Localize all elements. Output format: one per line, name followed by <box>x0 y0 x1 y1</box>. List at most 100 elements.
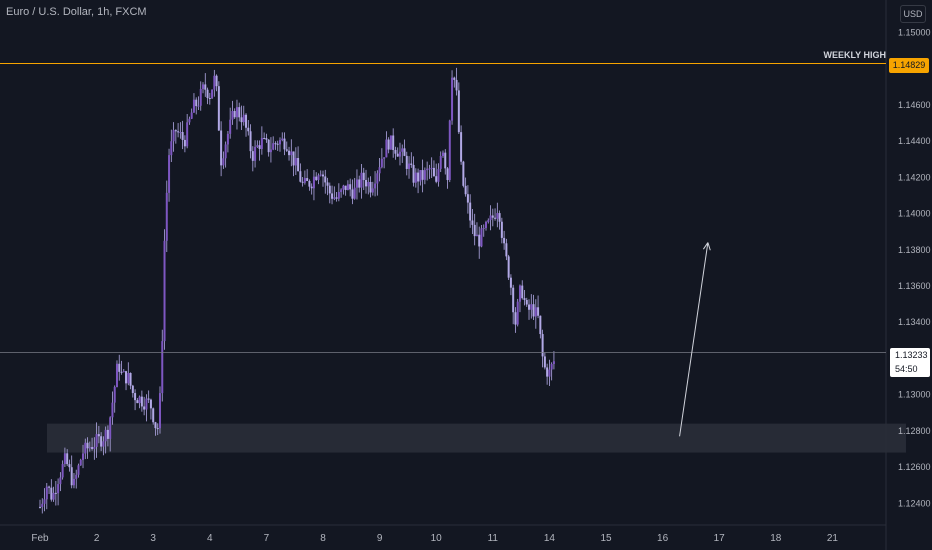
candle-body-214 <box>523 298 526 300</box>
candle-body-35 <box>118 363 121 372</box>
candle-body-28 <box>102 441 105 447</box>
candle-body-200 <box>491 215 494 218</box>
candle-body-3 <box>45 486 48 500</box>
candle-body-206 <box>505 243 508 257</box>
time-axis[interactable]: Feb 2 3 4 7 8 9 10 11 14 15 16 17 18 21 <box>31 533 838 544</box>
candle-body-207 <box>507 256 510 278</box>
candle-body-16 <box>75 474 78 479</box>
candle-body-85 <box>231 111 234 120</box>
time-tick-label-13: 18 <box>770 533 782 544</box>
candle-body-18 <box>79 459 82 466</box>
price-tick-label-1: 1.14600 <box>898 100 931 110</box>
time-tick-label-4: 7 <box>264 533 270 544</box>
price-tick-label-7: 1.13400 <box>898 317 931 327</box>
candle-body-145 <box>367 181 370 187</box>
candle-body-225 <box>548 369 551 377</box>
candle-body-15 <box>72 478 75 486</box>
candle-body-221 <box>539 315 542 335</box>
currency-button[interactable]: USD <box>900 5 926 23</box>
candle-body-171 <box>426 168 429 171</box>
candle-body-51 <box>154 422 157 429</box>
candle-body-88 <box>238 107 241 118</box>
candle-body-71 <box>199 88 202 106</box>
candle-body-121 <box>312 176 315 189</box>
candle-body-127 <box>326 182 329 186</box>
candle-body-29 <box>104 429 107 442</box>
projection-arrow[interactable] <box>679 242 711 437</box>
candle-body-23 <box>91 447 94 449</box>
candle-body-138 <box>351 189 354 199</box>
candle-body-204 <box>500 221 503 238</box>
candle-body-194 <box>478 234 481 247</box>
candle-body-151 <box>380 158 383 168</box>
candle-body-64 <box>183 139 186 147</box>
candle-body-86 <box>233 111 236 118</box>
candle-body-73 <box>204 84 207 90</box>
candle-body-41 <box>131 385 134 394</box>
price-tick-label-11: 1.12400 <box>898 498 931 508</box>
candle-body-227 <box>552 361 555 365</box>
candle-body-87 <box>235 107 238 118</box>
time-tick-label-6: 9 <box>377 533 383 544</box>
candle-body-192 <box>473 224 476 237</box>
candle-body-25 <box>95 434 98 447</box>
candle-body-188 <box>464 185 467 195</box>
candle-body-40 <box>129 372 132 386</box>
candle-body-166 <box>414 172 417 183</box>
candle-body-83 <box>226 133 229 145</box>
candle-body-193 <box>475 234 478 237</box>
candle-body-53 <box>158 393 161 429</box>
candle-body-89 <box>240 117 243 123</box>
candle-body-226 <box>550 364 553 370</box>
candle-body-195 <box>480 228 483 247</box>
price-axis[interactable]: 1.15000 1.14600 1.14400 1.14200 1.14000 1.138… <box>898 28 931 509</box>
candle-body-150 <box>378 167 381 174</box>
candle-body-95 <box>254 146 257 161</box>
candle-body-60 <box>174 130 177 132</box>
candle-body-115 <box>299 171 302 182</box>
candle-body-172 <box>428 168 431 170</box>
candle-body-139 <box>353 187 356 199</box>
candle-body-81 <box>222 158 225 166</box>
candle-body-181 <box>448 120 451 181</box>
candle-body-199 <box>489 215 492 221</box>
candle-body-183 <box>453 77 456 80</box>
candle-body-116 <box>301 181 304 183</box>
candle-body-144 <box>365 180 368 187</box>
candle-body-184 <box>455 79 458 91</box>
candle-body-11 <box>63 453 66 464</box>
candle-body-159 <box>398 151 401 157</box>
candle-body-13 <box>68 464 71 468</box>
candle-body-130 <box>333 197 336 199</box>
candle-body-109 <box>285 149 288 151</box>
candle-body-112 <box>292 151 295 166</box>
candle-body-6 <box>52 492 55 500</box>
candle-body-97 <box>258 145 261 149</box>
candle-body-128 <box>328 185 331 194</box>
candle-body-63 <box>181 132 184 140</box>
demand-zone[interactable] <box>47 423 906 453</box>
candle-body-19 <box>82 453 85 460</box>
candle-body-152 <box>383 157 386 159</box>
candle-body-117 <box>303 178 306 183</box>
candle-body-36 <box>120 371 123 373</box>
candle-body-165 <box>412 164 415 183</box>
candle-body-164 <box>410 163 413 165</box>
candle-body-198 <box>487 220 490 223</box>
candle-body-37 <box>122 371 125 373</box>
price-tick-label-4: 1.14000 <box>898 209 931 219</box>
candle-body-61 <box>177 131 180 133</box>
candle-body-90 <box>242 114 245 123</box>
candle-body-175 <box>435 176 438 182</box>
candle-body-33 <box>113 387 116 403</box>
candle-body-186 <box>460 132 463 162</box>
candle-body-168 <box>419 170 422 182</box>
candle-body-203 <box>498 213 501 222</box>
candle-body-2 <box>43 499 46 504</box>
candle-body-224 <box>546 367 549 377</box>
candle-body-120 <box>310 186 313 189</box>
candle-body-124 <box>319 174 322 176</box>
price-tick-label-10: 1.12600 <box>898 462 931 472</box>
candle-body-82 <box>224 144 227 159</box>
